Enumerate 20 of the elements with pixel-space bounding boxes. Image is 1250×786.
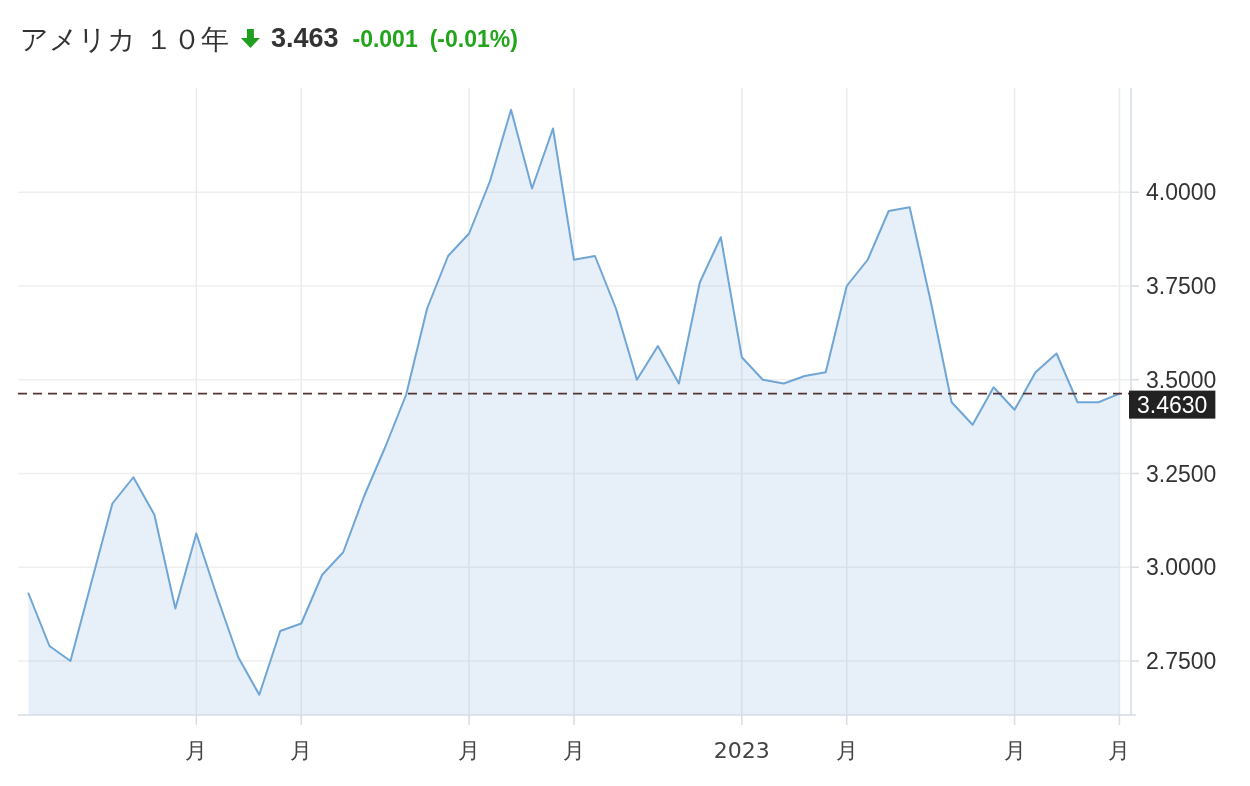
text: -0.001 xyxy=(352,26,418,52)
y-tick-label: 2.7500 xyxy=(1146,648,1217,674)
x-tick-label: 月 xyxy=(185,737,208,763)
x-tick-label: 月 xyxy=(562,737,585,763)
x-tick-label: 月 xyxy=(458,737,481,763)
y-tick-label: 3.0000 xyxy=(1146,554,1217,581)
y-tick-label: 4.0000 xyxy=(1146,179,1217,206)
y-tick-label: 3.7500 xyxy=(1146,273,1217,299)
x-tick-label: 月 xyxy=(1108,737,1131,763)
ref-line-label: 3.4630 xyxy=(1129,390,1216,419)
text: 3.463 xyxy=(270,23,339,53)
x-tick-label: 月 xyxy=(1003,737,1026,763)
text: (-0.01%) xyxy=(429,26,518,52)
x-tick-label: 月 xyxy=(290,737,313,763)
ref-line-label: 3.4630 xyxy=(1137,391,1208,418)
x-tick-label: 2023 xyxy=(713,737,770,763)
y-tick-label: 3.5000 xyxy=(1146,366,1217,393)
y-tick-label: 3.2500 xyxy=(1146,460,1217,487)
x-tick-label: 月 xyxy=(835,737,858,763)
chart-title: アメリカ １０年 xyxy=(20,23,229,56)
